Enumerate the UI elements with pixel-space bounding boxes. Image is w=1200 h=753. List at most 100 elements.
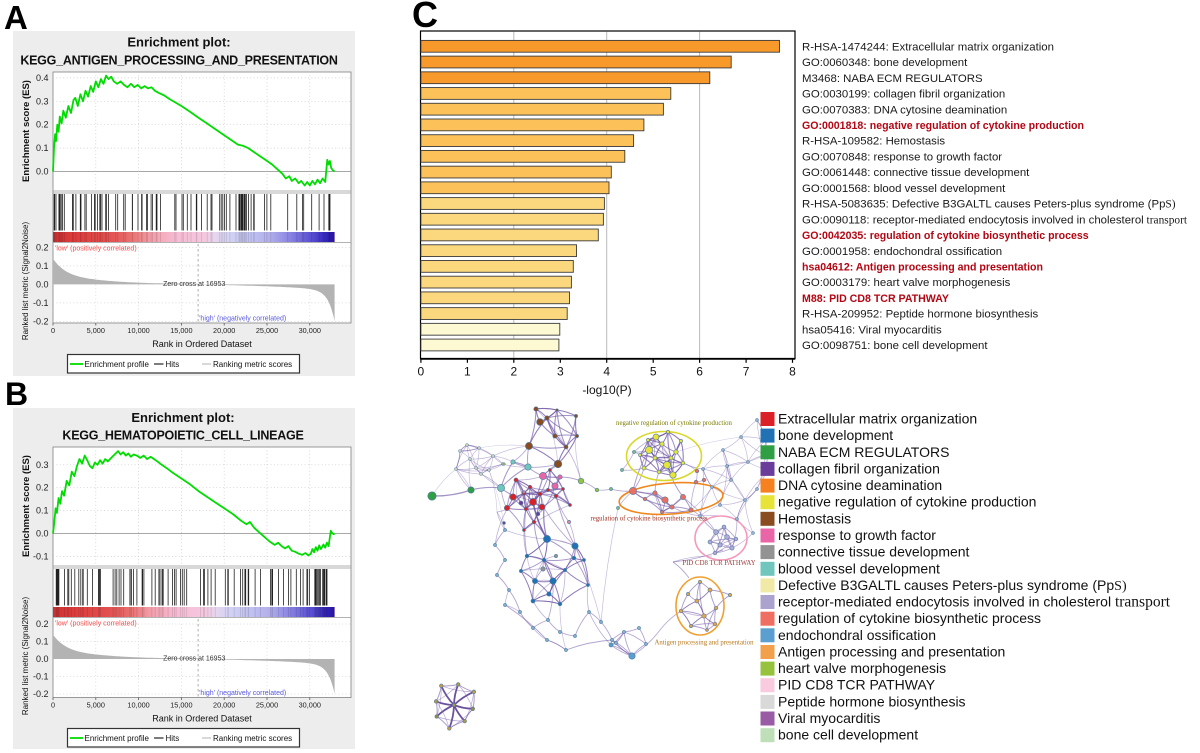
svg-text:collagen fibril organization: collagen fibril organization — [778, 460, 940, 476]
svg-text:Zero cross at 16953: Zero cross at 16953 — [163, 656, 225, 663]
svg-text:Enrichment score (ES): Enrichment score (ES) — [21, 455, 32, 557]
svg-text:GO:0060348: bone development: GO:0060348: bone development — [802, 57, 968, 69]
svg-text:1: 1 — [464, 364, 471, 378]
svg-text:receptor-mediated endocytosis: receptor-mediated endocytosis involved i… — [778, 594, 1171, 611]
svg-text:Peptide hormone biosynthesis: Peptide hormone biosynthesis — [778, 693, 966, 709]
svg-text:0.3: 0.3 — [36, 96, 49, 106]
svg-text:R-HSA-109582: Hemostasis: R-HSA-109582: Hemostasis — [802, 136, 945, 148]
svg-text:0.1: 0.1 — [36, 261, 49, 271]
svg-text:GO:0070848: response to growth: GO:0070848: response to growth factor — [802, 151, 1002, 163]
svg-text:0: 0 — [418, 364, 425, 378]
svg-text:blood vessel development: blood vessel development — [778, 560, 940, 576]
svg-text:R-HSA-1474244: Extracellular m: R-HSA-1474244: Extracellular matrix orga… — [802, 41, 1054, 53]
svg-text:0.1: 0.1 — [36, 637, 49, 647]
svg-text:7: 7 — [743, 364, 750, 378]
svg-text:Zero cross at 16953: Zero cross at 16953 — [163, 281, 225, 288]
svg-text:4: 4 — [603, 364, 610, 378]
svg-text:GO:0030199: collagen fibril or: GO:0030199: collagen fibril organization — [802, 89, 1005, 101]
svg-text:'high' (negatively correlated): 'high' (negatively correlated) — [199, 316, 286, 323]
svg-text:30,000: 30,000 — [299, 326, 321, 335]
svg-text:GO:0001568: blood vessel devel: GO:0001568: blood vessel development — [802, 183, 1006, 195]
svg-text:Hits: Hits — [166, 734, 180, 743]
svg-text:GO:0003179: heart valve morpho: GO:0003179: heart valve morphogenesis — [802, 277, 1011, 289]
svg-text:Enrichment profile: Enrichment profile — [85, 360, 150, 369]
svg-text:Enrichment plot:: Enrichment plot: — [131, 410, 234, 425]
svg-text:KEGG_ANTIGEN_PROCESSING_AND_PR: KEGG_ANTIGEN_PROCESSING_AND_PRESENTATION — [20, 54, 338, 68]
svg-text:0: 0 — [51, 701, 55, 710]
svg-text:5,000: 5,000 — [87, 701, 105, 710]
svg-text:20,000: 20,000 — [213, 326, 235, 335]
svg-text:GO:0070383: DNA cytosine deami: GO:0070383: DNA cytosine deamination — [802, 104, 1007, 116]
svg-text:hsa04612: Antigen processing a: hsa04612: Antigen processing and present… — [802, 261, 1043, 273]
svg-text:5: 5 — [650, 364, 657, 378]
svg-text:10,000: 10,000 — [127, 326, 149, 335]
svg-text:0.3: 0.3 — [36, 460, 49, 470]
svg-text:0.0: 0.0 — [36, 279, 49, 289]
svg-text:Viral myocarditis: Viral myocarditis — [778, 710, 880, 726]
svg-text:15,000: 15,000 — [170, 701, 192, 710]
svg-text:GO:0061448: connective tissue: GO:0061448: connective tissue developmen… — [802, 167, 1030, 179]
svg-text:connective tissue development: connective tissue development — [778, 544, 970, 560]
svg-text:Antigen processing and present: Antigen processing and presentation — [778, 644, 1005, 660]
svg-text:PID CD8 TCR PATHWAY: PID CD8 TCR PATHWAY — [778, 677, 936, 693]
svg-text:GO:0001818: negative regulatio: GO:0001818: negative regulation of cytok… — [802, 120, 1084, 132]
svg-text:-0.1: -0.1 — [33, 551, 49, 561]
svg-text:0.2: 0.2 — [36, 120, 49, 130]
svg-text:0: 0 — [51, 326, 55, 335]
svg-text:GO:0042035: regulation of cyto: GO:0042035: regulation of cytokine biosy… — [802, 230, 1089, 242]
svg-text:3: 3 — [557, 364, 564, 378]
svg-text:Ranked list metric (Signal2Noi: Ranked list metric (Signal2Noise) — [21, 222, 30, 341]
svg-text:2: 2 — [510, 364, 517, 378]
svg-text:M88: PID CD8 TCR PATHWAY: M88: PID CD8 TCR PATHWAY — [802, 293, 949, 305]
svg-text:0.0: 0.0 — [36, 167, 49, 177]
svg-text:0.0: 0.0 — [36, 529, 49, 539]
svg-text:0.2: 0.2 — [36, 242, 49, 252]
svg-text:DNA cytosine deamination: DNA cytosine deamination — [778, 477, 942, 493]
svg-text:PID CD8 TCR PATHWAY: PID CD8 TCR PATHWAY — [682, 560, 755, 567]
svg-text:bone cell development: bone cell development — [778, 727, 918, 743]
svg-text:GO:0001958: endochondral ossif: GO:0001958: endochondral ossification — [802, 246, 1002, 258]
svg-text:Enrichment plot:: Enrichment plot: — [127, 35, 230, 50]
svg-text:20,000: 20,000 — [213, 701, 235, 710]
svg-text:10,000: 10,000 — [127, 701, 149, 710]
svg-text:25,000: 25,000 — [256, 326, 278, 335]
svg-text:8: 8 — [789, 364, 796, 378]
svg-text:0.0: 0.0 — [36, 654, 49, 664]
svg-text:6: 6 — [696, 364, 703, 378]
svg-text:0.1: 0.1 — [36, 506, 49, 516]
svg-text:Rank in Ordered Dataset: Rank in Ordered Dataset — [152, 714, 252, 724]
svg-text:0.2: 0.2 — [36, 483, 49, 493]
svg-text:NABA ECM REGULATORS: NABA ECM REGULATORS — [778, 444, 949, 460]
svg-text:Extracellular matrix organizat: Extracellular matrix organization — [778, 411, 977, 427]
svg-text:Defective B3GALTL causes Peter: Defective B3GALTL causes Peters-plus syn… — [778, 577, 1127, 594]
svg-text:'low' (positively correlated): 'low' (positively correlated) — [55, 246, 137, 253]
svg-text:Ranking metric scores: Ranking metric scores — [213, 360, 292, 369]
svg-text:'high' (negatively correlated): 'high' (negatively correlated) — [199, 690, 286, 697]
svg-text:Ranked list metric (Signal2Noi: Ranked list metric (Signal2Noise) — [21, 597, 30, 716]
svg-text:heart valve morphogenesis: heart valve morphogenesis — [778, 660, 946, 676]
svg-text:bone development: bone development — [778, 427, 893, 443]
svg-text:-0.2: -0.2 — [33, 316, 49, 326]
svg-text:response to growth factor: response to growth factor — [778, 527, 936, 543]
svg-text:R-HSA-209952: Peptide hormone: R-HSA-209952: Peptide hormone biosynthes… — [802, 309, 1038, 321]
svg-text:regulation of cytokine biosynt: regulation of cytokine biosynthetic proc… — [590, 516, 707, 523]
svg-text:Enrichment profile: Enrichment profile — [85, 734, 150, 743]
svg-text:regulation of cytokine biosynt: regulation of cytokine biosynthetic proc… — [778, 610, 1041, 626]
svg-text:KEGG_HEMATOPOIETIC_CELL_LINEAG: KEGG_HEMATOPOIETIC_CELL_LINEAGE — [62, 429, 303, 443]
svg-text:negative regulation of cytokin: negative regulation of cytokine producti… — [778, 494, 1036, 510]
svg-text:GO:0098751: bone cell developm: GO:0098751: bone cell development — [802, 340, 988, 352]
svg-text:5,000: 5,000 — [87, 326, 105, 335]
svg-text:Rank in Ordered Dataset: Rank in Ordered Dataset — [152, 339, 252, 349]
svg-text:Hemostasis: Hemostasis — [778, 510, 851, 526]
svg-text:25,000: 25,000 — [256, 701, 278, 710]
svg-text:endochondral ossification: endochondral ossification — [778, 627, 936, 643]
svg-text:R-HSA-5083635: Defective B3GAL: R-HSA-5083635: Defective B3GALTL causes … — [802, 199, 1176, 211]
svg-text:0.4: 0.4 — [36, 73, 49, 83]
svg-text:-0.1: -0.1 — [33, 298, 49, 308]
svg-text:15,000: 15,000 — [170, 326, 192, 335]
svg-text:negative regulation of cytokin: negative regulation of cytokine producti… — [616, 420, 732, 427]
svg-text:30,000: 30,000 — [299, 701, 321, 710]
svg-text:Hits: Hits — [166, 360, 180, 369]
svg-text:Enrichment score (ES): Enrichment score (ES) — [21, 80, 32, 182]
svg-text:-0.1: -0.1 — [33, 672, 49, 682]
